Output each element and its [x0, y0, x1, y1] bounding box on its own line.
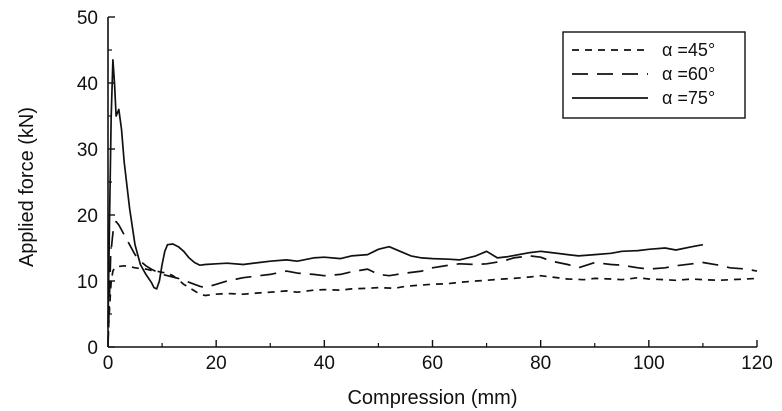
series-line-3 — [107, 59, 704, 328]
x-tick-label: 80 — [530, 353, 551, 374]
legend: α =45° α =60° α =75° — [562, 31, 746, 119]
legend-label-1: α =45° — [662, 40, 715, 60]
y-tick-label: 40 — [77, 74, 98, 95]
x-tick-label: 60 — [422, 353, 443, 374]
legend-box — [562, 31, 746, 119]
x-tick-label: 20 — [206, 353, 227, 374]
x-tick-label: 120 — [741, 353, 773, 374]
y-tick-label: 50 — [77, 8, 98, 29]
x-tick-label: 0 — [103, 353, 114, 374]
legend-label-3: α =75° — [662, 88, 715, 108]
y-tick-label: 10 — [77, 272, 98, 293]
y-tick-label: 30 — [77, 140, 98, 161]
plot-area: 0 20 40 60 80 100 120 0 10 20 30 40 50 — [77, 8, 773, 374]
series-line-1 — [107, 264, 758, 341]
y-tick-label: 20 — [77, 206, 98, 227]
x-tick-label: 100 — [633, 353, 665, 374]
x-tick-label: 40 — [314, 353, 335, 374]
y-tick-label: 0 — [87, 338, 98, 359]
x-axis-title: Compression (mm) — [347, 387, 517, 409]
series-line-2 — [107, 220, 758, 348]
legend-label-2: α =60° — [662, 64, 715, 84]
y-axis-title: Applied force (kN) — [16, 107, 38, 267]
